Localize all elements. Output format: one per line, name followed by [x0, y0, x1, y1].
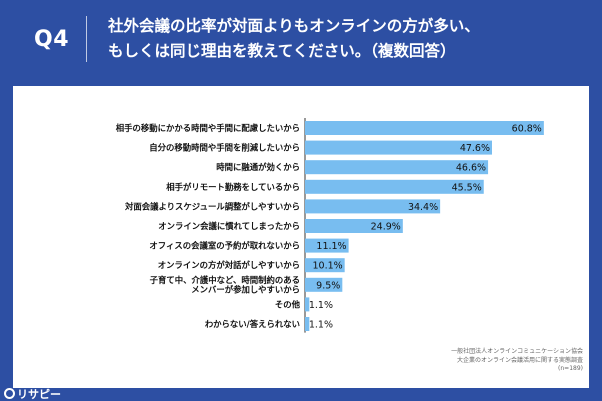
value-label-3: 45.5%	[452, 182, 482, 193]
bar-1	[305, 140, 492, 155]
source-line3: (n=189)	[558, 365, 583, 372]
source-note: 一般社団法人オンラインコミュニケーション協会 大企業のオンライン会議活用に関する…	[383, 348, 583, 374]
value-label-5: 24.9%	[371, 222, 401, 233]
value-label-8: 9.5%	[316, 280, 340, 291]
brand-logo: リサピー	[4, 388, 61, 401]
bar-7	[305, 258, 345, 273]
brand-logo-icon	[4, 388, 15, 399]
source-line1: 一般社団法人オンラインコミュニケーション協会	[451, 348, 583, 355]
bar-5	[305, 219, 403, 233]
category-label-1: 自分の移動時間や手間を削減したいから	[149, 143, 300, 153]
bar-3	[305, 179, 484, 194]
category-label-7: オンラインの方が対話がしやすいから	[158, 260, 300, 270]
bar-8	[305, 277, 343, 292]
bar-4	[305, 199, 441, 214]
value-label-7: 10.1%	[312, 261, 342, 272]
value-label-1: 47.6%	[460, 143, 490, 154]
value-label-4: 34.4%	[408, 202, 438, 213]
question-title-line1: 社外会議の比率が対面よりもオンラインの方が多い、	[108, 17, 480, 35]
header-divider	[86, 16, 87, 62]
question-title: 社外会議の比率が対面よりもオンラインの方が多い、 もしくは同じ理由を教えてくださ…	[108, 14, 588, 64]
bar-9	[305, 297, 310, 312]
brand-name: リサピー	[17, 388, 61, 401]
question-number: Q4	[34, 27, 70, 52]
value-label-6: 11.1%	[316, 241, 346, 252]
category-label-0: 相手の移動にかかる時間や手間に配慮したいから	[116, 123, 300, 133]
category-label-9: その他	[275, 299, 301, 309]
category-label-5: オンライン会議に慣れてしまったから	[158, 221, 300, 231]
source-line2: 大企業のオンライン会議活用に関する実態調査	[456, 356, 583, 364]
header: Q4 社外会議の比率が対面よりもオンラインの方が多い、 もしくは同じ理由を教えて…	[0, 0, 602, 78]
question-title-line2: もしくは同じ理由を教えてください。（複数回答）	[108, 42, 456, 60]
value-label-9: 1.1%	[309, 300, 333, 311]
bar-chart: 60.8% 相手の移動にかかる時間や手間に配慮したいから 47.6% 自分の移動時間や…	[116, 118, 544, 333]
bar-2	[305, 160, 489, 175]
chart-card: 60.8% 相手の移動にかかる時間や手間に配慮したいから 47.6% 自分の移動時間や…	[13, 86, 589, 388]
category-label-4: 対面会議よりスケジュール調整がしやすいから	[124, 201, 300, 211]
category-label-10: わからない/答えられない	[205, 319, 300, 329]
value-label-2: 46.6%	[456, 163, 486, 174]
bar-6	[305, 238, 349, 253]
value-label-0: 60.8%	[512, 124, 542, 135]
category-label-8: 子育て中、介護中など、時間制約のあるメンバーが参加しやすいから	[150, 275, 300, 295]
category-label-6: オフィスの会議室の予約が取れないから	[149, 241, 300, 251]
bar-10	[305, 317, 310, 331]
category-label-3: 相手がリモート勤務をしているから	[166, 182, 300, 192]
category-label-2: 時間に融通が効くから	[216, 162, 300, 172]
value-label-10: 1.1%	[309, 320, 333, 331]
bar-0	[305, 121, 544, 135]
